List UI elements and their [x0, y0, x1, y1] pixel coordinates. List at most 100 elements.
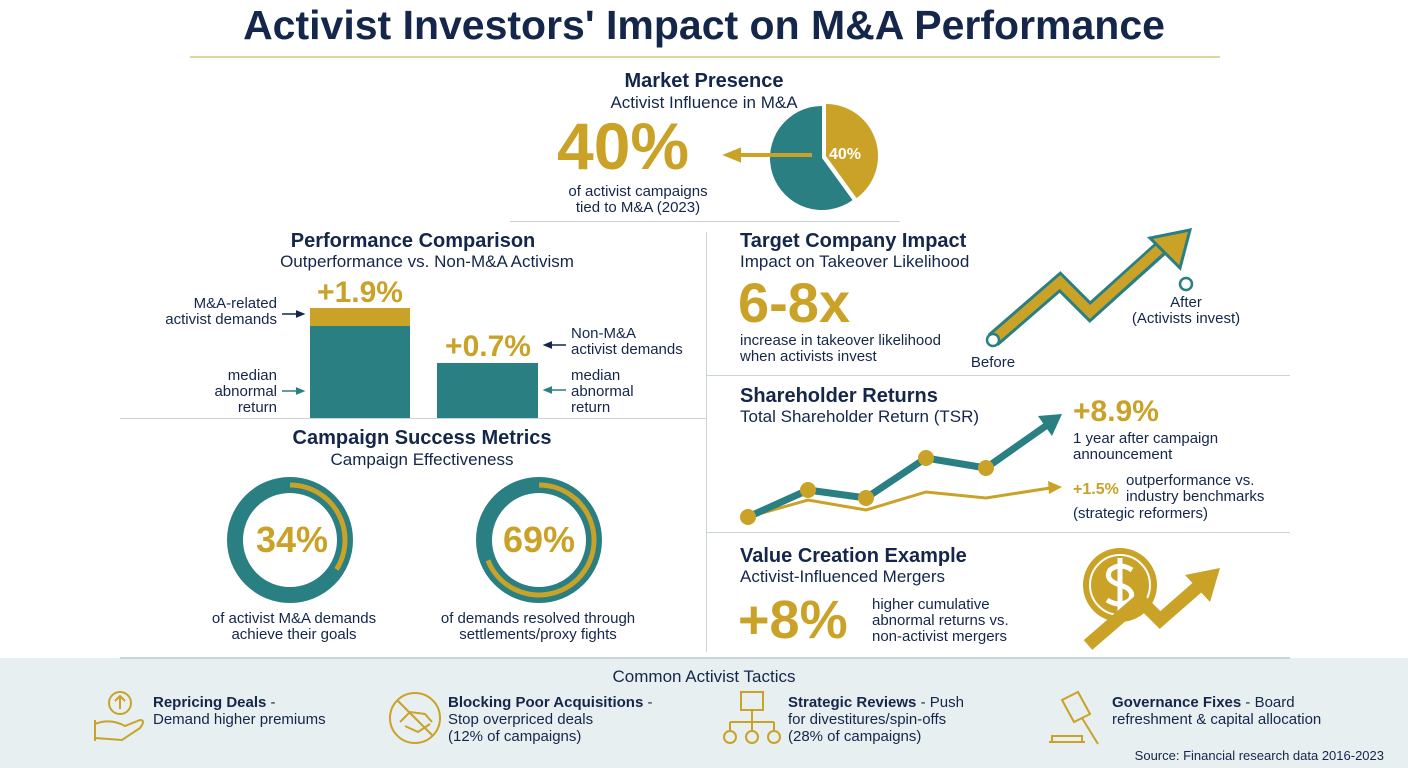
caption-line: of activist campaigns — [568, 183, 708, 200]
label-line: activist demands — [165, 311, 277, 328]
label-line: (Activists invest) — [1131, 310, 1241, 327]
divider — [120, 657, 1290, 659]
tactic-name: Strategic Reviews — [788, 694, 917, 711]
market-subtitle: Activist Influence in M&A — [610, 93, 798, 112]
tactic-name: Repricing Deals — [153, 694, 267, 711]
divider — [510, 221, 900, 222]
caption-line: higher cumulative — [872, 596, 990, 613]
tsr-arrow-head — [1038, 414, 1062, 436]
tactic-governance: Governance Fixes - Board refreshment & ca… — [1112, 694, 1321, 728]
target-title: Target Company Impact — [740, 230, 967, 252]
label-line: return — [571, 399, 611, 416]
caption-line: outperformance vs. — [1126, 472, 1255, 489]
tactic-text: refreshment & capital allocation — [1112, 711, 1322, 728]
dollar-sign-icon — [1105, 558, 1135, 612]
label-line: M&A-related — [193, 295, 277, 312]
growth-arrow — [1083, 580, 1205, 650]
benchmark-line — [747, 486, 1051, 519]
tactics-band — [0, 658, 1408, 768]
tactic-name: Blocking Poor Acquisitions — [448, 694, 644, 711]
tactic-name: Governance Fixes — [1112, 694, 1242, 711]
label-arrow-head — [542, 341, 553, 349]
tactic-text: - — [643, 694, 653, 711]
label-line: activist demands — [571, 341, 683, 358]
shareholder-title: Shareholder Returns — [740, 385, 938, 407]
tsr-point — [978, 460, 994, 476]
bar2-sublabel: median abnormal return — [571, 368, 634, 416]
caption-line: abnormal returns vs. — [872, 612, 1009, 629]
benchmark-arrow-head — [1048, 481, 1062, 494]
performance-title: Performance Comparison — [290, 230, 536, 252]
tactic-text: - Push — [916, 694, 964, 711]
tactic-text: (28% of campaigns) — [788, 728, 922, 745]
outperformance-note: (strategic reformers) — [1073, 505, 1209, 522]
page-title: Activist Investors' Impact on M&A Perfor… — [243, 2, 1165, 48]
campaign-title: Campaign Success Metrics — [292, 427, 552, 449]
gavel-icon — [1049, 690, 1099, 745]
label-arrow-head — [542, 386, 553, 394]
bar1-value: +1.9% — [317, 276, 403, 309]
pie-slice-other — [769, 106, 853, 210]
tactic-text: - Board — [1241, 694, 1295, 711]
label-line: median — [571, 367, 621, 384]
tactics-title: Common Activist Tactics — [612, 667, 796, 686]
after-label: After (Activists invest) — [1132, 295, 1240, 327]
hand-up-arrow-icon-hand — [94, 694, 144, 742]
label-arrow-head — [295, 310, 306, 318]
org-chart-icon-node — [767, 730, 781, 744]
tsr-line — [746, 420, 1053, 521]
tsr-point — [800, 482, 816, 498]
tsr-caption: 1 year after campaign announcement — [1073, 431, 1218, 463]
title-underline — [190, 56, 1220, 58]
takeover-arrow-head — [1146, 228, 1193, 271]
bar-ma-cap — [310, 308, 410, 326]
bar-non-ma — [437, 363, 538, 418]
caption-line: tied to M&A (2023) — [575, 199, 701, 216]
caption-line: of demands resolved through — [440, 610, 636, 627]
tsr-point — [858, 490, 874, 506]
source-note: Source: Financial research data 2016-202… — [1134, 748, 1384, 763]
label-arrow-head — [295, 387, 306, 395]
before-marker — [985, 332, 1001, 348]
tsr-point — [740, 509, 756, 525]
caption-line: when activists invest — [740, 348, 877, 365]
shareholder-subtitle: Total Shareholder Return (TSR) — [740, 407, 980, 426]
caption-line: achieve their goals — [231, 626, 357, 643]
bar1-sublabel: median abnormal return — [214, 368, 277, 416]
org-chart-icon-node — [723, 730, 737, 744]
org-chart-icon — [740, 691, 764, 711]
after-marker — [1178, 276, 1194, 292]
donut1-value: 34% — [255, 519, 329, 560]
outperformance-caption: outperformance vs. industry benchmarks — [1126, 473, 1264, 505]
growth-arrow-head — [1185, 568, 1220, 602]
market-title: Market Presence — [624, 70, 784, 92]
target-subtitle: Impact on Takeover Likelihood — [740, 252, 970, 271]
org-chart-icon-lines — [729, 710, 775, 730]
label-line: return — [237, 399, 277, 416]
divider — [706, 532, 1290, 533]
bar2-label: Non-M&A activist demands — [571, 326, 683, 358]
market-caption: of activist campaigns tied to M&A (2023) — [568, 184, 707, 216]
donut-1-arc — [289, 482, 348, 571]
caption-line: announcement — [1073, 446, 1173, 463]
market-arrow-head — [722, 147, 742, 163]
pie-slice-ma — [826, 104, 879, 199]
pie-label: 40% — [829, 146, 862, 163]
tactic-blocking: Blocking Poor Acquisitions - Stop overpri… — [448, 694, 652, 745]
caption-line: industry benchmarks — [1126, 488, 1265, 505]
caption-line: non-activist mergers — [872, 628, 1008, 645]
org-chart-icon-node — [745, 730, 759, 744]
tactic-text: Stop overpriced deals — [448, 711, 594, 728]
value-value: +8% — [738, 590, 848, 650]
tactic-text: Demand higher premiums — [153, 711, 326, 728]
performance-subtitle: Outperformance vs. Non-M&A Activism — [280, 252, 574, 271]
value-subtitle: Activist-Influenced Mergers — [740, 567, 946, 586]
market-value: 40% — [557, 109, 690, 183]
label-line: median — [227, 367, 277, 384]
no-handshake-icon — [389, 692, 441, 744]
hand-up-arrow-icon — [108, 691, 132, 715]
before-label: Before — [970, 354, 1016, 371]
tactic-strategic: Strategic Reviews - Push for divestitures… — [788, 694, 964, 745]
donut2-caption: of demands resolved through settlements/p… — [441, 611, 635, 643]
